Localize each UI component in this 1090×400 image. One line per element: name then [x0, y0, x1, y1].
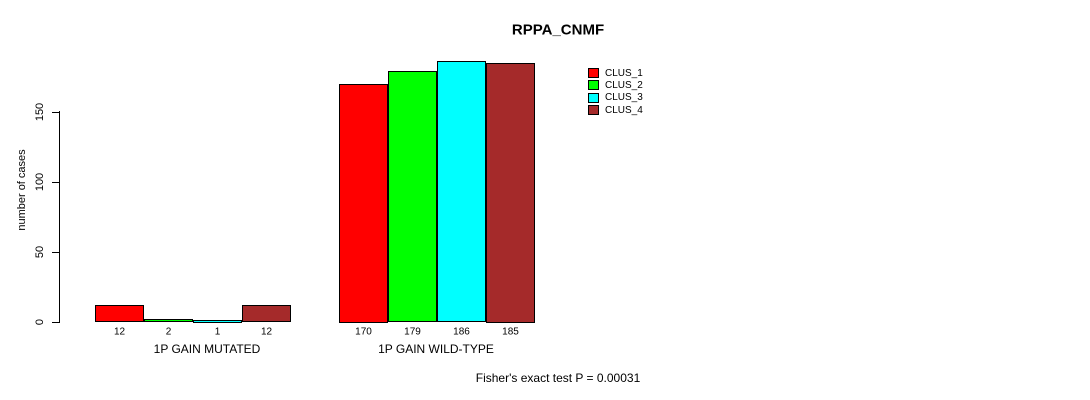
- bar-value-label: 1: [214, 326, 221, 337]
- bar-clus_3: [193, 319, 242, 323]
- bar-value-label: 179: [404, 326, 421, 337]
- bar-value-label: 12: [113, 326, 126, 337]
- legend-item-clus_2: CLUS_2: [588, 79, 643, 91]
- x-axis-group-label: 1P GAIN WILD-TYPE: [378, 341, 494, 356]
- legend-swatch-clus_2: [588, 80, 599, 91]
- bar-clus_4: [242, 304, 291, 323]
- y-tick-mark: [52, 181, 60, 183]
- bar-value-label: 185: [502, 326, 519, 337]
- legend-item-clus_4: CLUS_4: [588, 104, 643, 116]
- bar-value-label: 170: [355, 326, 372, 337]
- bar-value-label: 12: [260, 326, 273, 337]
- fisher-test-annotation: Fisher's exact test P = 0.00031: [475, 371, 641, 385]
- y-tick-label: 150: [34, 102, 46, 121]
- bar-clus_3: [437, 61, 486, 323]
- legend-item-clus_3: CLUS_3: [588, 92, 643, 104]
- legend-label: CLUS_4: [605, 104, 643, 116]
- legend-label: CLUS_3: [605, 92, 643, 104]
- chart-title: RPPA_CNMF: [511, 21, 605, 39]
- bar-clus_2: [388, 70, 437, 323]
- legend-swatch-clus_3: [588, 92, 599, 103]
- y-tick-label: 50: [34, 245, 46, 258]
- legend-item-clus_1: CLUS_1: [588, 67, 643, 79]
- legend-label: CLUS_2: [605, 79, 643, 91]
- bar-clus_1: [95, 304, 144, 323]
- y-tick-label: 0: [34, 318, 46, 325]
- legend: CLUS_1 CLUS_2 CLUS_3 CLUS_4: [588, 67, 643, 116]
- bar-clus_1: [339, 83, 388, 323]
- bar-clus_4: [486, 62, 535, 323]
- legend-label: CLUS_1: [605, 67, 643, 79]
- y-tick-mark: [52, 111, 60, 113]
- legend-swatch-clus_4: [588, 105, 599, 116]
- x-axis-group-label: 1P GAIN MUTATED: [153, 341, 261, 356]
- legend-swatch-clus_1: [588, 68, 599, 79]
- bar-value-label: 2: [165, 326, 172, 337]
- bar-value-label: 186: [453, 326, 470, 337]
- y-tick-mark: [52, 251, 60, 253]
- y-tick-label: 100: [34, 172, 46, 191]
- y-axis-title: number of cases: [16, 149, 28, 231]
- y-tick-mark: [52, 321, 60, 323]
- bar-clus_2: [144, 318, 193, 323]
- y-axis-line: [59, 111, 60, 322]
